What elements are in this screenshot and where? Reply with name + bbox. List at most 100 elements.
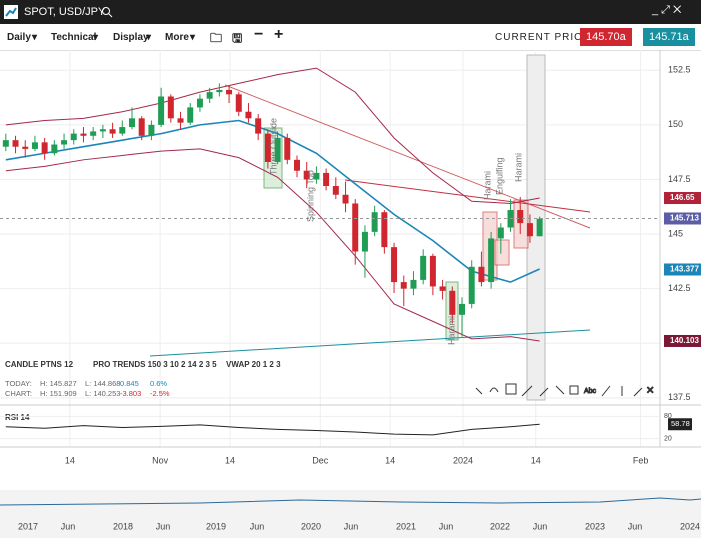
rsi-tick-label: 80 (664, 413, 672, 420)
candle-body (226, 89, 233, 95)
zoom-in[interactable]: + (274, 26, 284, 43)
window-controls[interactable]: _ ⤢ ✕ (652, 4, 682, 16)
pattern-label: Harami (513, 153, 523, 182)
y-tick-label: 147.5 (668, 174, 691, 184)
save-icon[interactable]: 🖫 (232, 31, 243, 45)
pattern-label: Three Outside (268, 118, 278, 175)
stat: 0.845 (120, 379, 139, 388)
candle-body (2, 140, 9, 147)
candle-body (235, 94, 242, 112)
menu[interactable]: Display (113, 32, 149, 43)
navigator-label: Jun (156, 521, 171, 531)
candle-body (51, 144, 58, 154)
candle-body (488, 238, 495, 283)
stat: 0.6% (150, 379, 167, 388)
ask-price[interactable]: 145.71a (643, 28, 695, 46)
candle-body (303, 170, 310, 180)
window-title: SPOT, USD/JPY (24, 6, 106, 18)
candle-body (138, 118, 145, 136)
candle-body (284, 137, 291, 160)
bollinger-band (5, 148, 540, 342)
trend-line[interactable] (149, 329, 591, 357)
pattern-label: Engulfing (494, 157, 504, 195)
stat: TODAY: (5, 379, 32, 388)
navigator-label: 2021 (396, 521, 416, 531)
x-tick-label: 14 (531, 455, 541, 465)
candle-body (497, 227, 504, 239)
svg-text:Abc: Abc (584, 388, 597, 395)
candle-body (323, 172, 330, 187)
candle-body (129, 118, 135, 128)
candle-body (342, 194, 349, 204)
candle-body (70, 133, 77, 141)
menu[interactable]: Daily (7, 32, 31, 43)
trend-line[interactable] (344, 179, 591, 213)
current-price-label: CURRENT PRICE: (495, 32, 594, 43)
navigator-label: Jun (344, 521, 359, 531)
x-tick-label: 2024 (453, 455, 473, 465)
pattern-label: Harami (446, 316, 456, 345)
candle-body (177, 118, 184, 123)
bid-price[interactable]: 145.70a (580, 28, 632, 46)
open-icon[interactable]: 🗀 (210, 31, 223, 45)
candle-body (41, 142, 48, 154)
navigator-label: 2020 (301, 521, 321, 531)
pattern-box (513, 199, 529, 249)
x-tick-label: Dec (312, 455, 329, 465)
candle-body (371, 212, 378, 232)
candle-body (274, 137, 281, 162)
candle-body (478, 266, 485, 283)
navigator-label: 2022 (490, 521, 510, 531)
navigator-label: Jun (533, 521, 548, 531)
candle-body (206, 92, 213, 99)
menu[interactable]: Technical (51, 32, 97, 43)
indicator-label: VWAP 20 1 2 3 (226, 360, 281, 369)
menu[interactable]: More (165, 32, 189, 43)
candle-body (381, 212, 388, 248)
x-tick-label: Nov (152, 455, 169, 465)
drawing-tools[interactable]: Abc ✕ (475, 383, 655, 397)
search-icon[interactable] (101, 6, 113, 18)
stat: H: 145.827 (40, 379, 77, 388)
candle-body (536, 218, 543, 237)
app-icon (4, 5, 18, 19)
svg-text:✕: ✕ (646, 386, 654, 397)
y-tick-label: 142.5 (668, 283, 691, 293)
x-tick-label: 14 (65, 455, 75, 465)
y-tick-label: 145 (668, 228, 683, 238)
price-marker-label: 143.377 (670, 265, 699, 274)
y-tick-label: 150 (668, 119, 683, 129)
navigator-label: 2019 (206, 521, 226, 531)
navigator-label: 2017 (18, 521, 38, 531)
price-marker (664, 212, 701, 225)
candle-body (294, 159, 300, 171)
navigator-line (0, 497, 701, 506)
stat: H: 151.909 (40, 389, 77, 398)
candle-body (22, 146, 29, 149)
candle-body (245, 111, 252, 119)
rsi-tick-label: 20 (664, 435, 672, 442)
title-bar: SPOT, USD/JPY _ ⤢ ✕ (0, 0, 701, 24)
navigator[interactable] (0, 490, 701, 538)
candle-body (313, 172, 320, 180)
zoom-out[interactable]: − (254, 26, 264, 43)
candle-body (429, 255, 436, 287)
price-marker-label: 146.65 (670, 193, 695, 202)
candle-body (410, 279, 417, 289)
indicator-label: PRO TRENDS 150 3 10 2 14 2 3 5 (93, 360, 217, 369)
navigator-label: Jun (628, 521, 643, 531)
pattern-box (494, 239, 510, 266)
candle-body (12, 140, 19, 147)
candle-body (99, 129, 106, 132)
price-marker (664, 192, 701, 205)
stat: L: 144.868 (85, 379, 120, 388)
stat: -3.803 (120, 389, 141, 398)
candle-body (31, 142, 38, 149)
candle-body (264, 133, 271, 162)
candle-body (332, 186, 339, 195)
price-marker (664, 334, 701, 347)
navigator-label: 2018 (113, 521, 133, 531)
candle-body (80, 133, 87, 136)
candle-body (391, 247, 398, 283)
